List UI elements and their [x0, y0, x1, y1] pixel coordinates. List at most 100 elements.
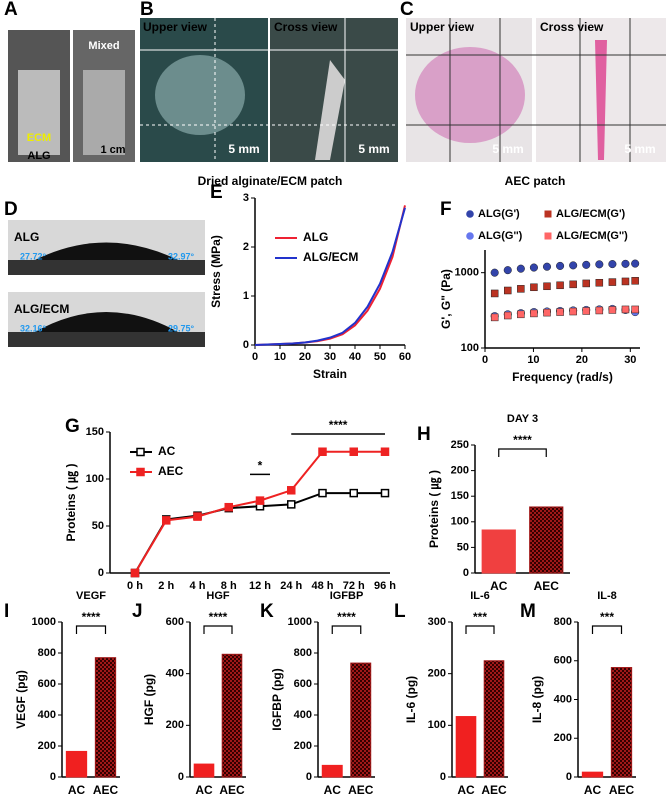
- caption: Dried alginate/ECM patch: [198, 174, 343, 188]
- chart-title: IL-8: [597, 590, 617, 602]
- bar: [481, 529, 516, 574]
- y-tick-label: 1000: [288, 616, 312, 628]
- y-tick-label: 100: [461, 342, 479, 354]
- point: [582, 260, 591, 269]
- legend-label: ALG/ECM(G''): [556, 230, 628, 242]
- y-tick-label: 0: [440, 771, 446, 783]
- point: [582, 279, 590, 288]
- y-axis-label: HGF (pg): [142, 674, 156, 725]
- point: [608, 306, 617, 314]
- point: [530, 283, 538, 292]
- scale-label: 5 mm: [358, 142, 389, 156]
- point: [582, 307, 590, 315]
- y-axis-label: IGFBP (pg): [270, 668, 284, 730]
- point: [490, 313, 499, 322]
- legend-marker: [466, 210, 474, 218]
- annotation-bracket: [591, 625, 623, 634]
- angle-label: 29.75°: [168, 323, 195, 333]
- photo-label: ALG/ECM: [14, 302, 69, 316]
- vial: [18, 70, 60, 155]
- bar: [529, 506, 564, 574]
- scale-label: 5 mm: [492, 142, 523, 156]
- point: [595, 260, 604, 269]
- x-tick-label: 48 h: [311, 580, 333, 592]
- x-tick-label: 0: [252, 351, 258, 363]
- y-axis-label: IL-8 (pg): [530, 676, 544, 723]
- photo-label: ECM: [27, 132, 51, 144]
- y-tick-label: 800: [38, 647, 56, 659]
- annotation: ****: [209, 610, 228, 624]
- x-tick-label: AEC: [93, 783, 119, 797]
- photo-label: Cross view: [274, 20, 338, 34]
- x-tick-label: 96 h: [374, 580, 396, 592]
- patch: [595, 40, 607, 160]
- point: [621, 259, 630, 268]
- photo-label: Mixed: [88, 40, 119, 52]
- x-tick-label: AC: [68, 783, 86, 797]
- x-tick-label: 4 h: [190, 580, 206, 592]
- point: [503, 266, 512, 275]
- y-tick-label: 400: [294, 709, 312, 721]
- y-tick-label: 600: [38, 678, 56, 690]
- x-tick-label: AEC: [609, 783, 635, 797]
- point: [255, 496, 265, 505]
- point: [595, 306, 604, 315]
- panel-letter: F: [440, 199, 452, 220]
- point: [380, 447, 390, 456]
- point: [569, 307, 577, 316]
- y-tick-label: 1: [243, 290, 249, 302]
- x-tick-label: 0 h: [127, 580, 143, 592]
- point: [569, 261, 578, 270]
- panel-letter: C: [400, 0, 414, 20]
- y-tick-label: 200: [166, 719, 184, 731]
- legend-label: ALG(G'): [478, 208, 520, 220]
- point: [608, 278, 617, 286]
- y-tick-label: 0: [98, 567, 104, 579]
- y-tick-label: 0: [50, 771, 56, 783]
- x-tick-label: AEC: [481, 783, 507, 797]
- panel-letter: G: [65, 416, 80, 437]
- y-tick-label: 250: [451, 439, 469, 451]
- y-axis-label: Proteins ( ㎍ ): [427, 470, 442, 548]
- panel-letter: I: [4, 601, 9, 622]
- panel-letter: D: [4, 199, 18, 220]
- chart-title: VEGF: [76, 590, 106, 602]
- photo-label: Cross view: [540, 20, 604, 34]
- point: [130, 568, 140, 578]
- y-tick-label: 300: [428, 616, 446, 628]
- point: [162, 516, 171, 525]
- annotation: ****: [337, 610, 356, 624]
- y-tick-label: 0: [566, 771, 572, 783]
- chart-title: IGFBP: [330, 590, 364, 602]
- bar: [483, 660, 505, 778]
- scale-label: 5 mm: [228, 142, 259, 156]
- x-tick-label: 30: [624, 354, 636, 366]
- y-tick-label: 0: [243, 339, 249, 351]
- point: [504, 286, 512, 295]
- vial: [83, 70, 125, 155]
- panel-letter: B: [140, 0, 154, 20]
- x-tick-label: AEC: [534, 579, 560, 593]
- panel-letter: L: [394, 601, 406, 622]
- bar: [65, 750, 88, 778]
- y-axis-label: VEGF (pg): [14, 670, 28, 729]
- point: [504, 311, 512, 320]
- annotation-bracket: [203, 625, 233, 634]
- y-tick-label: 1000: [32, 616, 56, 628]
- bar: [193, 763, 215, 778]
- panel-letter: H: [417, 424, 431, 445]
- x-tick-label: AC: [457, 783, 475, 797]
- x-tick-label: 20: [299, 351, 311, 363]
- y-tick-label: 200: [294, 740, 312, 752]
- bar: [610, 667, 633, 778]
- y-tick-label: 600: [294, 678, 312, 690]
- y-tick-label: 50: [92, 520, 104, 532]
- point: [349, 447, 358, 456]
- substrate: [8, 332, 205, 347]
- photo-label: Upper view: [410, 20, 475, 34]
- y-tick-label: 150: [86, 426, 104, 438]
- substrate: [8, 260, 205, 275]
- x-tick-label: 12 h: [249, 580, 271, 592]
- panel-letter: K: [260, 601, 274, 622]
- y-tick-label: 800: [554, 616, 572, 628]
